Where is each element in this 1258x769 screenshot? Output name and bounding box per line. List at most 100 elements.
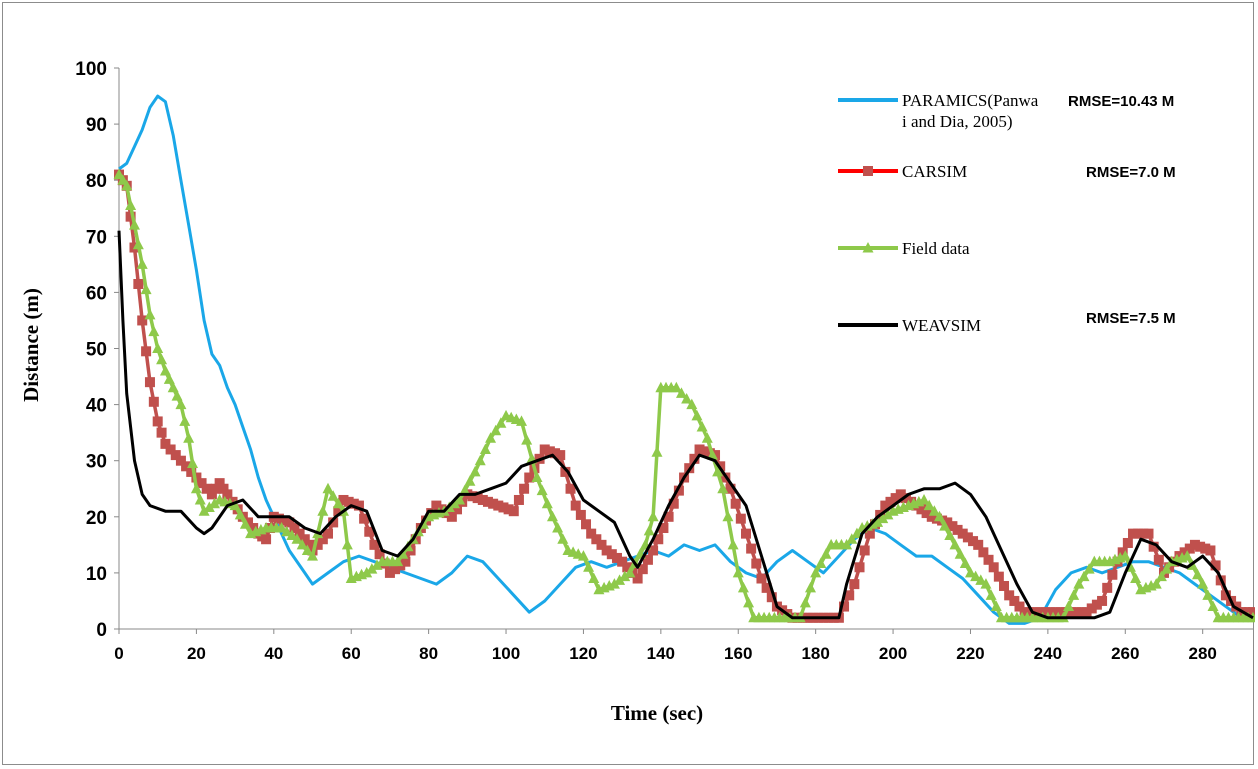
y-tick-label: 0 xyxy=(96,620,107,641)
x-tick-label: 40 xyxy=(264,644,283,663)
data-point xyxy=(586,528,597,539)
data-point xyxy=(328,517,339,528)
data-point xyxy=(464,475,476,486)
data-point xyxy=(1179,547,1190,558)
data-point xyxy=(291,533,303,544)
data-point xyxy=(999,580,1010,591)
data-point xyxy=(495,417,507,428)
data-point xyxy=(1181,550,1193,561)
data-point xyxy=(766,592,777,603)
data-point xyxy=(619,570,631,582)
data-point xyxy=(286,529,298,540)
series-line xyxy=(118,94,1253,625)
data-point xyxy=(643,524,655,536)
data-point xyxy=(877,512,889,524)
data-point xyxy=(498,502,509,513)
legend: PARAMICS(Panwa i and Dia, 2005) RMSE=10.43… xyxy=(838,91,1176,335)
data-point xyxy=(190,482,202,494)
legend-label: CARSIM xyxy=(902,162,967,181)
data-point xyxy=(681,392,693,404)
data-point xyxy=(179,415,191,426)
data-point xyxy=(243,517,254,528)
data-point xyxy=(171,390,183,401)
data-point xyxy=(746,543,757,554)
data-point xyxy=(133,278,144,289)
data-point xyxy=(531,471,543,483)
data-point xyxy=(546,510,558,522)
data-point xyxy=(653,534,664,545)
data-point xyxy=(156,353,168,365)
data-point xyxy=(175,398,187,410)
data-point xyxy=(156,427,167,438)
data-point xyxy=(1207,600,1219,612)
data-point xyxy=(895,489,906,500)
series-lines xyxy=(113,94,1255,625)
y-tick-label: 30 xyxy=(86,452,107,473)
y-tick-label: 10 xyxy=(86,564,107,585)
y-tick-label: 50 xyxy=(86,340,107,361)
data-point xyxy=(281,525,293,537)
data-point xyxy=(954,548,966,559)
data-point xyxy=(503,504,514,515)
data-point xyxy=(596,539,607,550)
data-point xyxy=(675,387,687,398)
data-point xyxy=(137,315,148,326)
data-point xyxy=(804,581,816,593)
data-point xyxy=(1153,554,1164,565)
data-point xyxy=(222,489,233,500)
data-point xyxy=(696,421,708,432)
data-point xyxy=(740,528,751,539)
data-point xyxy=(234,508,246,520)
x-tick-label: 120 xyxy=(569,644,597,663)
data-point xyxy=(552,522,564,533)
data-point xyxy=(614,574,626,585)
data-point xyxy=(279,515,290,526)
data-point xyxy=(730,498,741,509)
data-point xyxy=(516,415,528,426)
data-point xyxy=(374,549,385,560)
data-point xyxy=(1150,578,1162,589)
data-point xyxy=(167,381,179,393)
data-point xyxy=(284,517,295,528)
data-point xyxy=(1081,607,1092,618)
data-point xyxy=(1040,607,1051,618)
data-point xyxy=(944,529,956,540)
data-point xyxy=(436,504,447,515)
data-point xyxy=(353,500,364,511)
data-point xyxy=(1148,541,1159,552)
data-point xyxy=(1128,528,1139,539)
data-point xyxy=(839,601,850,612)
data-point xyxy=(307,550,319,561)
x-tick-label: 280 xyxy=(1188,644,1216,663)
legend-marker xyxy=(862,242,874,253)
data-point xyxy=(1184,543,1195,554)
data-point xyxy=(1066,607,1077,618)
x-tick-label: 180 xyxy=(801,644,829,663)
x-tick-label: 260 xyxy=(1111,644,1139,663)
data-point xyxy=(975,574,987,585)
data-point xyxy=(273,513,284,524)
data-point xyxy=(201,483,212,494)
data-point xyxy=(1220,590,1231,601)
data-point xyxy=(183,432,195,443)
data-point xyxy=(1009,595,1020,606)
data-point xyxy=(327,490,339,501)
data-point xyxy=(1107,569,1118,580)
data-point xyxy=(918,493,930,505)
data-point xyxy=(390,564,401,575)
data-point xyxy=(175,455,186,466)
data-point xyxy=(691,409,703,421)
data-point xyxy=(957,528,968,539)
data-point xyxy=(608,578,620,589)
data-point xyxy=(651,446,663,457)
data-point xyxy=(467,491,478,502)
data-point xyxy=(1117,547,1128,558)
data-point xyxy=(846,533,858,544)
data-point xyxy=(968,536,979,547)
data-point xyxy=(303,539,314,550)
series-weavsim xyxy=(117,230,1254,620)
series-line xyxy=(117,230,1254,620)
data-point xyxy=(187,457,199,469)
data-point xyxy=(983,554,994,565)
legend-item: CARSIM RMSE=7.0 M xyxy=(838,162,1176,181)
